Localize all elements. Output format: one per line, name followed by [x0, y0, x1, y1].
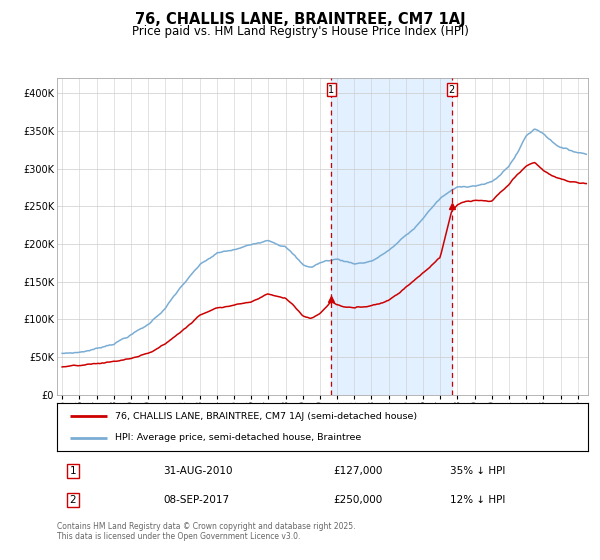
Text: 08-SEP-2017: 08-SEP-2017 — [163, 495, 229, 505]
Text: 1: 1 — [328, 85, 334, 95]
Text: 76, CHALLIS LANE, BRAINTREE, CM7 1AJ: 76, CHALLIS LANE, BRAINTREE, CM7 1AJ — [134, 12, 466, 27]
Text: 76, CHALLIS LANE, BRAINTREE, CM7 1AJ (semi-detached house): 76, CHALLIS LANE, BRAINTREE, CM7 1AJ (se… — [115, 412, 418, 421]
Text: 31-AUG-2010: 31-AUG-2010 — [163, 466, 233, 476]
Text: 35% ↓ HPI: 35% ↓ HPI — [450, 466, 505, 476]
Text: £127,000: £127,000 — [333, 466, 382, 476]
Text: 12% ↓ HPI: 12% ↓ HPI — [450, 495, 505, 505]
Text: 2: 2 — [70, 495, 76, 505]
Text: 2: 2 — [449, 85, 455, 95]
Text: Contains HM Land Registry data © Crown copyright and database right 2025.
This d: Contains HM Land Registry data © Crown c… — [57, 522, 355, 542]
Text: 1: 1 — [70, 466, 76, 476]
Text: £250,000: £250,000 — [333, 495, 382, 505]
Bar — [331, 78, 452, 395]
Text: HPI: Average price, semi-detached house, Braintree: HPI: Average price, semi-detached house,… — [115, 433, 362, 442]
Text: Price paid vs. HM Land Registry's House Price Index (HPI): Price paid vs. HM Land Registry's House … — [131, 25, 469, 38]
